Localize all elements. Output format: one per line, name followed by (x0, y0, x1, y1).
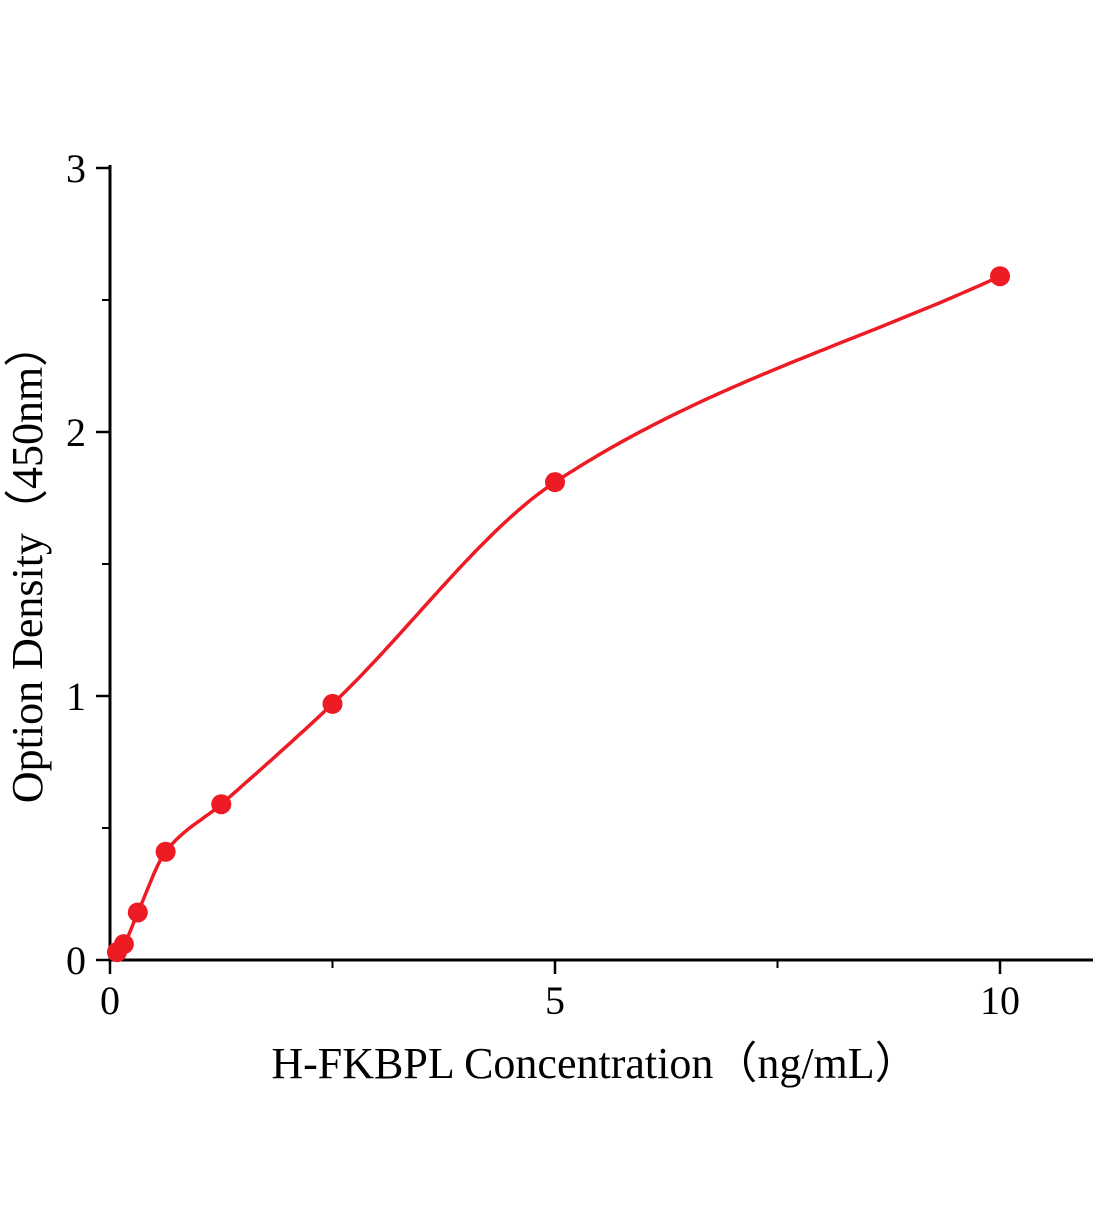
x-tick-label: 0 (100, 978, 120, 1023)
data-point (545, 472, 565, 493)
fit-curve (115, 274, 1002, 954)
data-point (211, 794, 232, 815)
y-axis-title: Option Density（450nm） (3, 323, 52, 803)
data-point (990, 266, 1010, 287)
data-point (127, 902, 148, 923)
x-tick-label: 5 (545, 978, 565, 1023)
data-point (155, 841, 176, 862)
y-tick-label: 0 (66, 938, 86, 983)
x-axis-title: H-FKBPL Concentration（ng/mL） (271, 1039, 918, 1088)
y-tick-label: 2 (66, 410, 86, 455)
x-tick-label: 10 (980, 978, 1020, 1023)
y-tick-label: 3 (66, 146, 86, 191)
data-point (113, 934, 134, 955)
y-tick-label: 1 (66, 674, 86, 719)
data-point (322, 693, 343, 714)
plot-area: 0 5 10 0 1 2 3 (66, 146, 1093, 1023)
